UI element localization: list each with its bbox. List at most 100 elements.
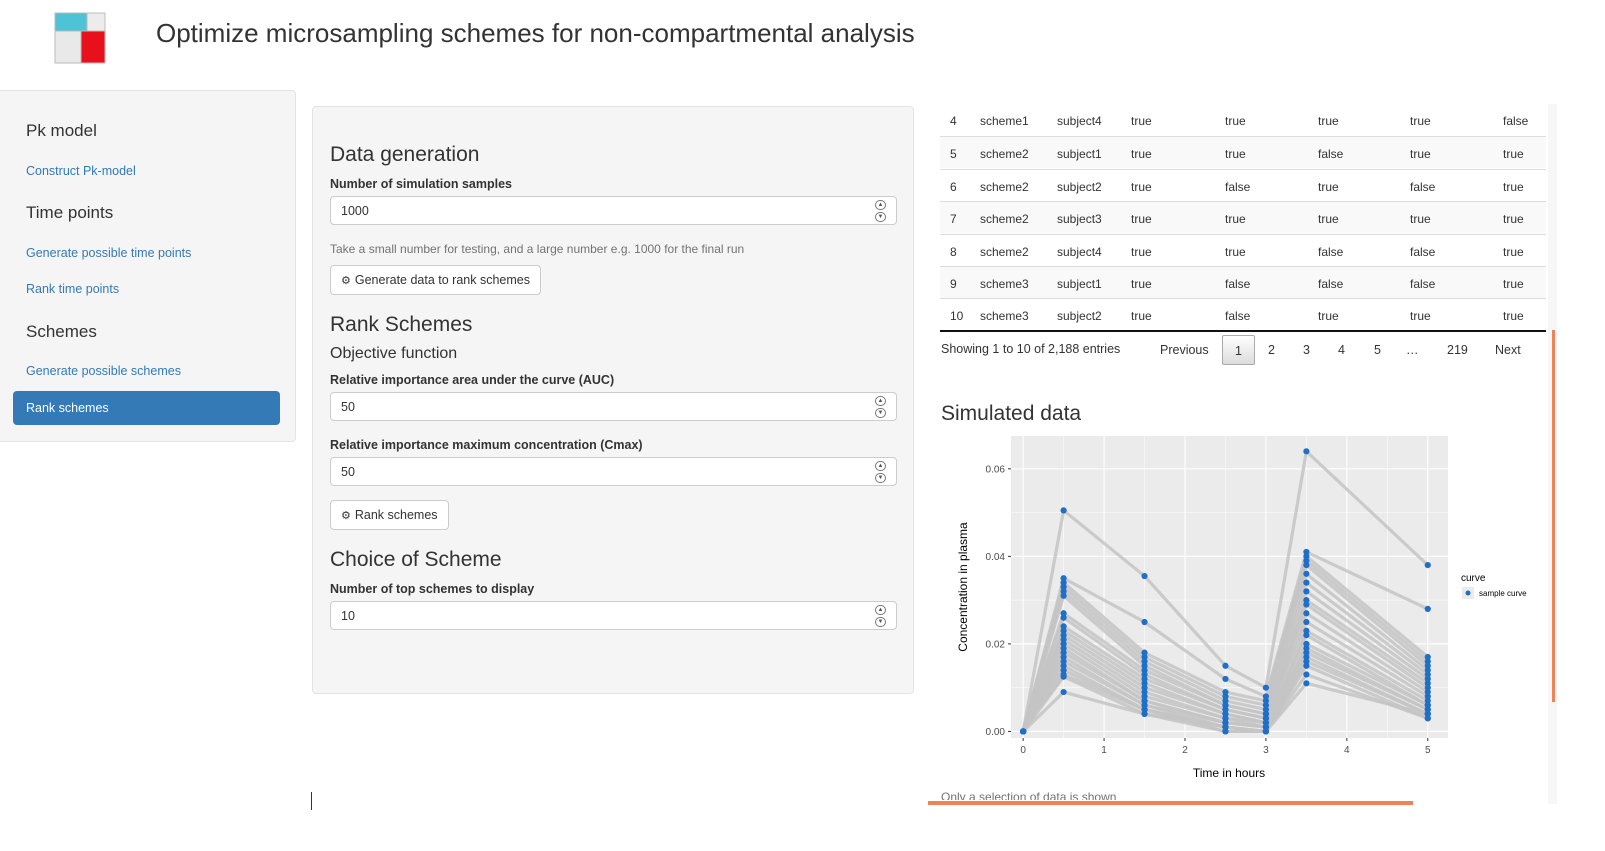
data-generation-title: Data generation <box>330 143 480 166</box>
rank-schemes-title: Rank Schemes <box>330 313 473 336</box>
data-point <box>1303 632 1310 639</box>
data-point <box>1060 649 1067 656</box>
data-point <box>1262 697 1270 704</box>
spin-down-icon[interactable]: ▼ <box>875 473 886 483</box>
table-info: Showing 1 to 10 of 2,188 entries <box>941 342 1121 356</box>
table-cell-t1: true <box>1131 212 1152 227</box>
table-row: 10 scheme3 subject2 true false true true true <box>940 298 1546 330</box>
data-point <box>1141 693 1148 700</box>
auc-spinner[interactable]: ▲ ▼ <box>875 396 886 418</box>
data-point <box>1424 675 1431 683</box>
data-point <box>1060 662 1067 669</box>
data-point <box>1060 575 1067 582</box>
data-point <box>1303 597 1310 604</box>
data-point <box>1141 710 1148 718</box>
data-point <box>1141 684 1148 691</box>
auc-input[interactable]: 50 ▲ ▼ <box>330 392 897 421</box>
spin-down-icon[interactable]: ▼ <box>875 617 886 627</box>
data-point <box>1424 684 1431 691</box>
data-point <box>1060 579 1067 586</box>
data-point <box>1303 653 1310 661</box>
spin-down-icon[interactable]: ▼ <box>875 212 886 222</box>
vertical-scrollbar-thumb[interactable] <box>1552 330 1555 702</box>
pagination-next[interactable]: Next <box>1495 343 1521 357</box>
pagination-page[interactable]: 4 <box>1338 343 1345 357</box>
pagination-page[interactable]: 2 <box>1268 343 1275 357</box>
table-cell-t2: false <box>1225 309 1251 324</box>
objective-function-title: Objective function <box>330 345 458 362</box>
rank-schemes-button[interactable]: ⚙ Rank schemes <box>330 500 449 530</box>
generate-data-button[interactable]: ⚙ Generate data to rank schemes <box>330 265 541 295</box>
sidebar-link-construct-pk-model[interactable]: Construct Pk-model <box>26 164 136 178</box>
horizontal-scrollbar-thumb[interactable] <box>928 801 1413 805</box>
spin-up-icon[interactable]: ▲ <box>875 461 886 471</box>
data-point <box>1303 627 1310 634</box>
data-point <box>1141 702 1148 709</box>
table-cell-row-index: 10 <box>950 309 964 324</box>
table-cell-row-index: 8 <box>950 244 957 259</box>
data-point <box>1222 702 1229 709</box>
n-samples-spinner[interactable]: ▲ ▼ <box>875 200 886 222</box>
x-tick-label: 0 <box>1020 745 1026 756</box>
sidebar-link-generate-time-points[interactable]: Generate possible time points <box>26 246 192 260</box>
simulated-data-title: Simulated data <box>941 402 1082 425</box>
pagination-page[interactable]: 219 <box>1447 343 1468 357</box>
data-point <box>1262 693 1270 700</box>
x-tick-label: 1 <box>1101 745 1107 756</box>
table-cell-subject: subject1 <box>1057 147 1102 162</box>
simulated-data-plot: 0 1 2 3 4 5 0.00 0.02 0.04 0.06 Time in hours Con… <box>956 436 1527 780</box>
data-point <box>1222 697 1229 704</box>
top-schemes-input[interactable]: 10 ▲ ▼ <box>330 601 897 630</box>
plot-points <box>1020 448 1431 735</box>
table-cell-t5: false <box>1503 114 1529 128</box>
table-cell-t1: true <box>1131 179 1152 194</box>
legend-title: curve <box>1461 573 1486 584</box>
spin-up-icon[interactable]: ▲ <box>875 605 886 615</box>
table-cell-t4: false <box>1410 277 1436 291</box>
sidebar-heading-schemes: Schemes <box>26 322 97 341</box>
table-cell-scheme: scheme2 <box>980 179 1029 194</box>
table-cell-t1: true <box>1131 147 1152 162</box>
table-cell-t2: true <box>1225 114 1246 128</box>
table-row: 4 scheme1 subject4 true true true true false <box>940 104 1546 136</box>
top-schemes-spinner[interactable]: ▲ ▼ <box>875 605 886 627</box>
data-point <box>1303 662 1310 669</box>
data-point <box>1262 702 1270 709</box>
data-point <box>1303 548 1310 556</box>
spin-up-icon[interactable]: ▲ <box>875 396 886 406</box>
data-point <box>1141 706 1148 713</box>
data-point <box>1222 723 1229 731</box>
auc-value: 50 <box>341 400 355 414</box>
data-point <box>1424 658 1431 665</box>
table-cell-scheme: scheme1 <box>980 114 1029 128</box>
data-point <box>1222 728 1229 735</box>
sidebar-link-generate-schemes[interactable]: Generate possible schemes <box>26 364 181 378</box>
table-cell-t4: false <box>1410 244 1436 259</box>
data-point <box>1060 583 1067 591</box>
pagination-previous[interactable]: Previous <box>1160 343 1209 357</box>
data-point <box>1060 673 1067 680</box>
data-point <box>1424 688 1431 696</box>
data-point <box>1303 553 1310 560</box>
cmax-input[interactable]: 50 ▲ ▼ <box>330 457 897 486</box>
table-cell-t4: true <box>1410 147 1431 162</box>
table-cell-subject: subject2 <box>1057 179 1102 194</box>
data-point <box>1303 601 1310 608</box>
n-samples-input[interactable]: 1000 ▲ ▼ <box>330 196 897 225</box>
table-cell-t1: true <box>1131 114 1152 128</box>
table-cell-t1: true <box>1131 277 1152 291</box>
data-point <box>1424 671 1431 678</box>
cmax-spinner[interactable]: ▲ ▼ <box>875 461 886 483</box>
sidebar-link-rank-time-points[interactable]: Rank time points <box>26 282 120 296</box>
data-point <box>1303 557 1310 564</box>
pagination-page[interactable]: 5 <box>1374 343 1381 357</box>
table-cell-t1: true <box>1131 244 1152 259</box>
pagination-page[interactable]: 3 <box>1303 343 1310 357</box>
data-point <box>1262 706 1270 713</box>
sidebar-link-rank-schemes[interactable]: Rank schemes <box>13 391 280 425</box>
spin-up-icon[interactable]: ▲ <box>875 200 886 210</box>
table-cell-t3: false <box>1318 147 1344 162</box>
data-point <box>1141 658 1148 665</box>
pagination-page[interactable]: 1 <box>1222 335 1255 365</box>
spin-down-icon[interactable]: ▼ <box>875 408 886 418</box>
